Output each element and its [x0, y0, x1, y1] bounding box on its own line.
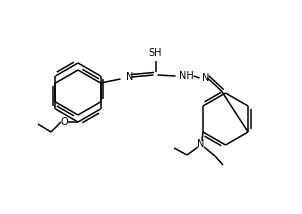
- Text: SH: SH: [149, 48, 162, 58]
- Text: N: N: [126, 72, 133, 82]
- Text: O: O: [60, 117, 68, 127]
- Text: N: N: [197, 139, 205, 149]
- Text: NH: NH: [178, 71, 193, 81]
- Text: N: N: [201, 73, 209, 83]
